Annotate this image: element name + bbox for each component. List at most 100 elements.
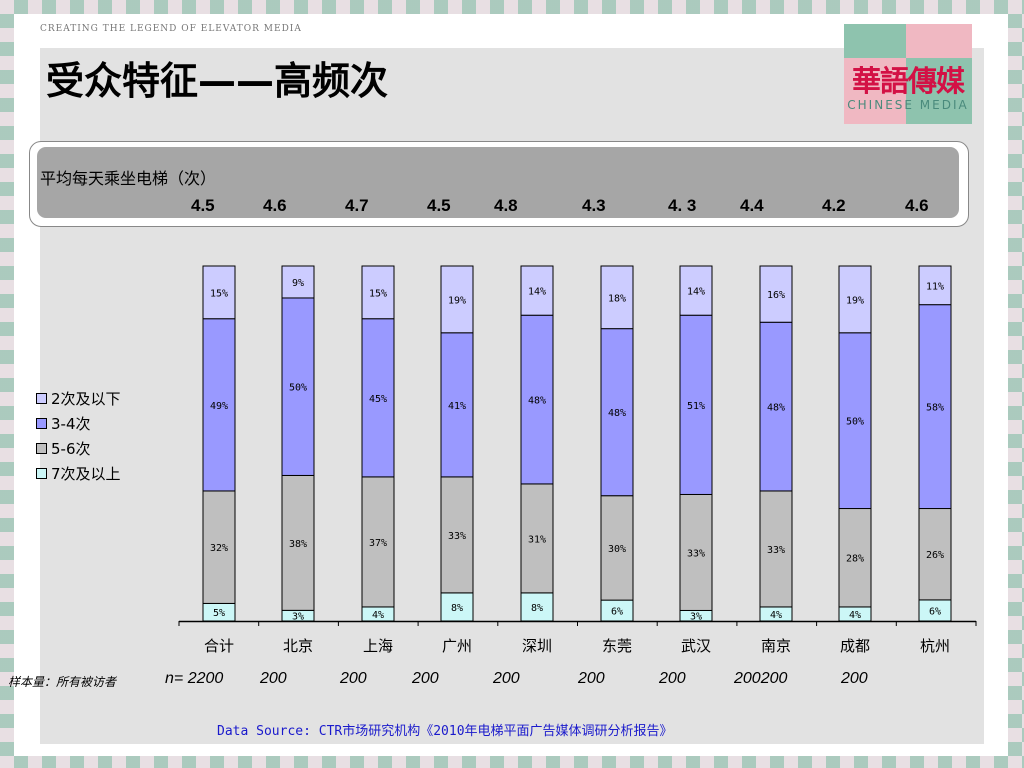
data-label: 3% [690, 612, 702, 623]
bar-segment [759, 490, 793, 608]
bar-segment [679, 493, 713, 611]
logo-chinese-text: 華語傳媒 [851, 64, 965, 98]
legend-item: 2次及以下 [36, 386, 121, 411]
data-label: 6% [611, 607, 623, 618]
sample-size-value: n= 2200 [165, 670, 224, 687]
legend-label: 5-6次 [51, 440, 91, 458]
bar-segment [600, 265, 634, 330]
x-tick-label: 武汉 [681, 637, 711, 655]
data-label: 8% [531, 603, 543, 614]
x-tick-label: 杭州 [920, 637, 950, 655]
data-label: 48% [767, 403, 785, 414]
bar-segment [759, 321, 793, 492]
bar-segment [440, 265, 474, 334]
bar-segment [361, 476, 395, 608]
data-label: 28% [846, 554, 864, 565]
data-label: 19% [448, 295, 466, 306]
data-label: 30% [608, 544, 626, 555]
legend-label: 3-4次 [51, 415, 91, 433]
average-value: 4.3 [582, 196, 606, 215]
sample-size-value: 200 [260, 670, 287, 687]
data-label: 11% [926, 281, 944, 292]
x-tick-label: 成都 [840, 637, 870, 655]
average-value: 4. 3 [668, 196, 697, 215]
data-label: 26% [926, 550, 944, 561]
data-label: 41% [448, 401, 466, 412]
sample-size-value: 200 [659, 670, 686, 687]
average-value: 4.4 [740, 196, 764, 215]
data-label: 9% [292, 278, 304, 289]
data-label: 31% [528, 534, 546, 545]
average-rides-label: 平均每天乘坐电梯（次） [40, 169, 217, 188]
company-logo: 華語傳媒 CHINESE MEDIA [844, 24, 972, 124]
average-value: 4.6 [263, 196, 287, 215]
data-label: 48% [528, 396, 546, 407]
legend-swatch [36, 418, 47, 429]
data-label: 15% [369, 288, 387, 299]
x-tick-label: 南京 [761, 637, 791, 655]
average-value: 4.6 [905, 196, 929, 215]
data-label: 38% [289, 539, 307, 550]
data-label: 33% [767, 545, 785, 556]
data-label: 19% [846, 295, 864, 306]
data-label: 48% [608, 408, 626, 419]
bar-segment [440, 476, 474, 594]
x-tick-label: 东莞 [602, 637, 632, 655]
bar-segment [918, 265, 952, 306]
average-value: 4.2 [822, 196, 846, 215]
legend-item: 3-4次 [36, 411, 121, 436]
data-label: 58% [926, 403, 944, 414]
average-value: 4.8 [494, 196, 518, 215]
x-tick-label: 深圳 [522, 637, 552, 655]
tagline: CREATING THE LEGEND OF ELEVATOR MEDIA [40, 24, 302, 34]
data-label: 4% [372, 610, 384, 621]
bar-segment [202, 318, 236, 492]
data-label: 8% [451, 603, 463, 614]
slide-title: 受众特征——高频次 [46, 59, 389, 103]
legend-swatch [36, 443, 47, 454]
bar-segment [918, 304, 952, 510]
data-label: 15% [210, 288, 228, 299]
bar-segment [918, 508, 952, 601]
data-label: 3% [292, 612, 304, 623]
data-label: 14% [528, 287, 546, 298]
bar-segment [281, 474, 315, 611]
data-label: 14% [687, 287, 705, 298]
bar-segment [440, 592, 474, 622]
data-label: 18% [608, 293, 626, 304]
data-label: 50% [846, 417, 864, 428]
x-tick-label: 广州 [442, 637, 472, 655]
data-label: 5% [213, 608, 225, 619]
legend-item: 7次及以上 [36, 461, 121, 486]
data-label: 33% [687, 548, 705, 559]
data-label: 16% [767, 290, 785, 301]
average-value: 4.7 [345, 196, 369, 215]
data-label: 4% [770, 610, 782, 621]
data-source-note: Data Source: CTR市场研究机构《2010年电梯平面广告媒体调研分析… [217, 724, 673, 739]
data-label: 6% [929, 606, 941, 617]
legend-swatch [36, 393, 47, 404]
bar-segment [838, 508, 872, 608]
bar-segment [281, 265, 315, 299]
sample-size-value: 200 [841, 670, 868, 687]
legend-swatch [36, 468, 47, 479]
sample-size-value: 200 [578, 670, 605, 687]
x-tick-label: 上海 [363, 637, 393, 655]
sample-size-value: 200 [340, 670, 367, 687]
logo-english-text: CHINESE MEDIA [847, 98, 969, 112]
sample-size-value: 200 [412, 670, 439, 687]
x-tick-label: 北京 [283, 637, 313, 655]
legend-label: 2次及以下 [51, 390, 121, 408]
bar-segment [838, 265, 872, 334]
bar-segment [361, 318, 395, 478]
bar-segment [679, 265, 713, 316]
data-label: 45% [369, 394, 387, 405]
sample-size-label: 样本量：所有被访者 [8, 675, 117, 689]
legend-item: 5-6次 [36, 436, 121, 461]
bar-segment [838, 332, 872, 510]
bar-segment [520, 265, 554, 316]
bar-segment [600, 328, 634, 497]
sample-size-value: 200 [493, 670, 520, 687]
average-value: 4.5 [191, 196, 215, 215]
